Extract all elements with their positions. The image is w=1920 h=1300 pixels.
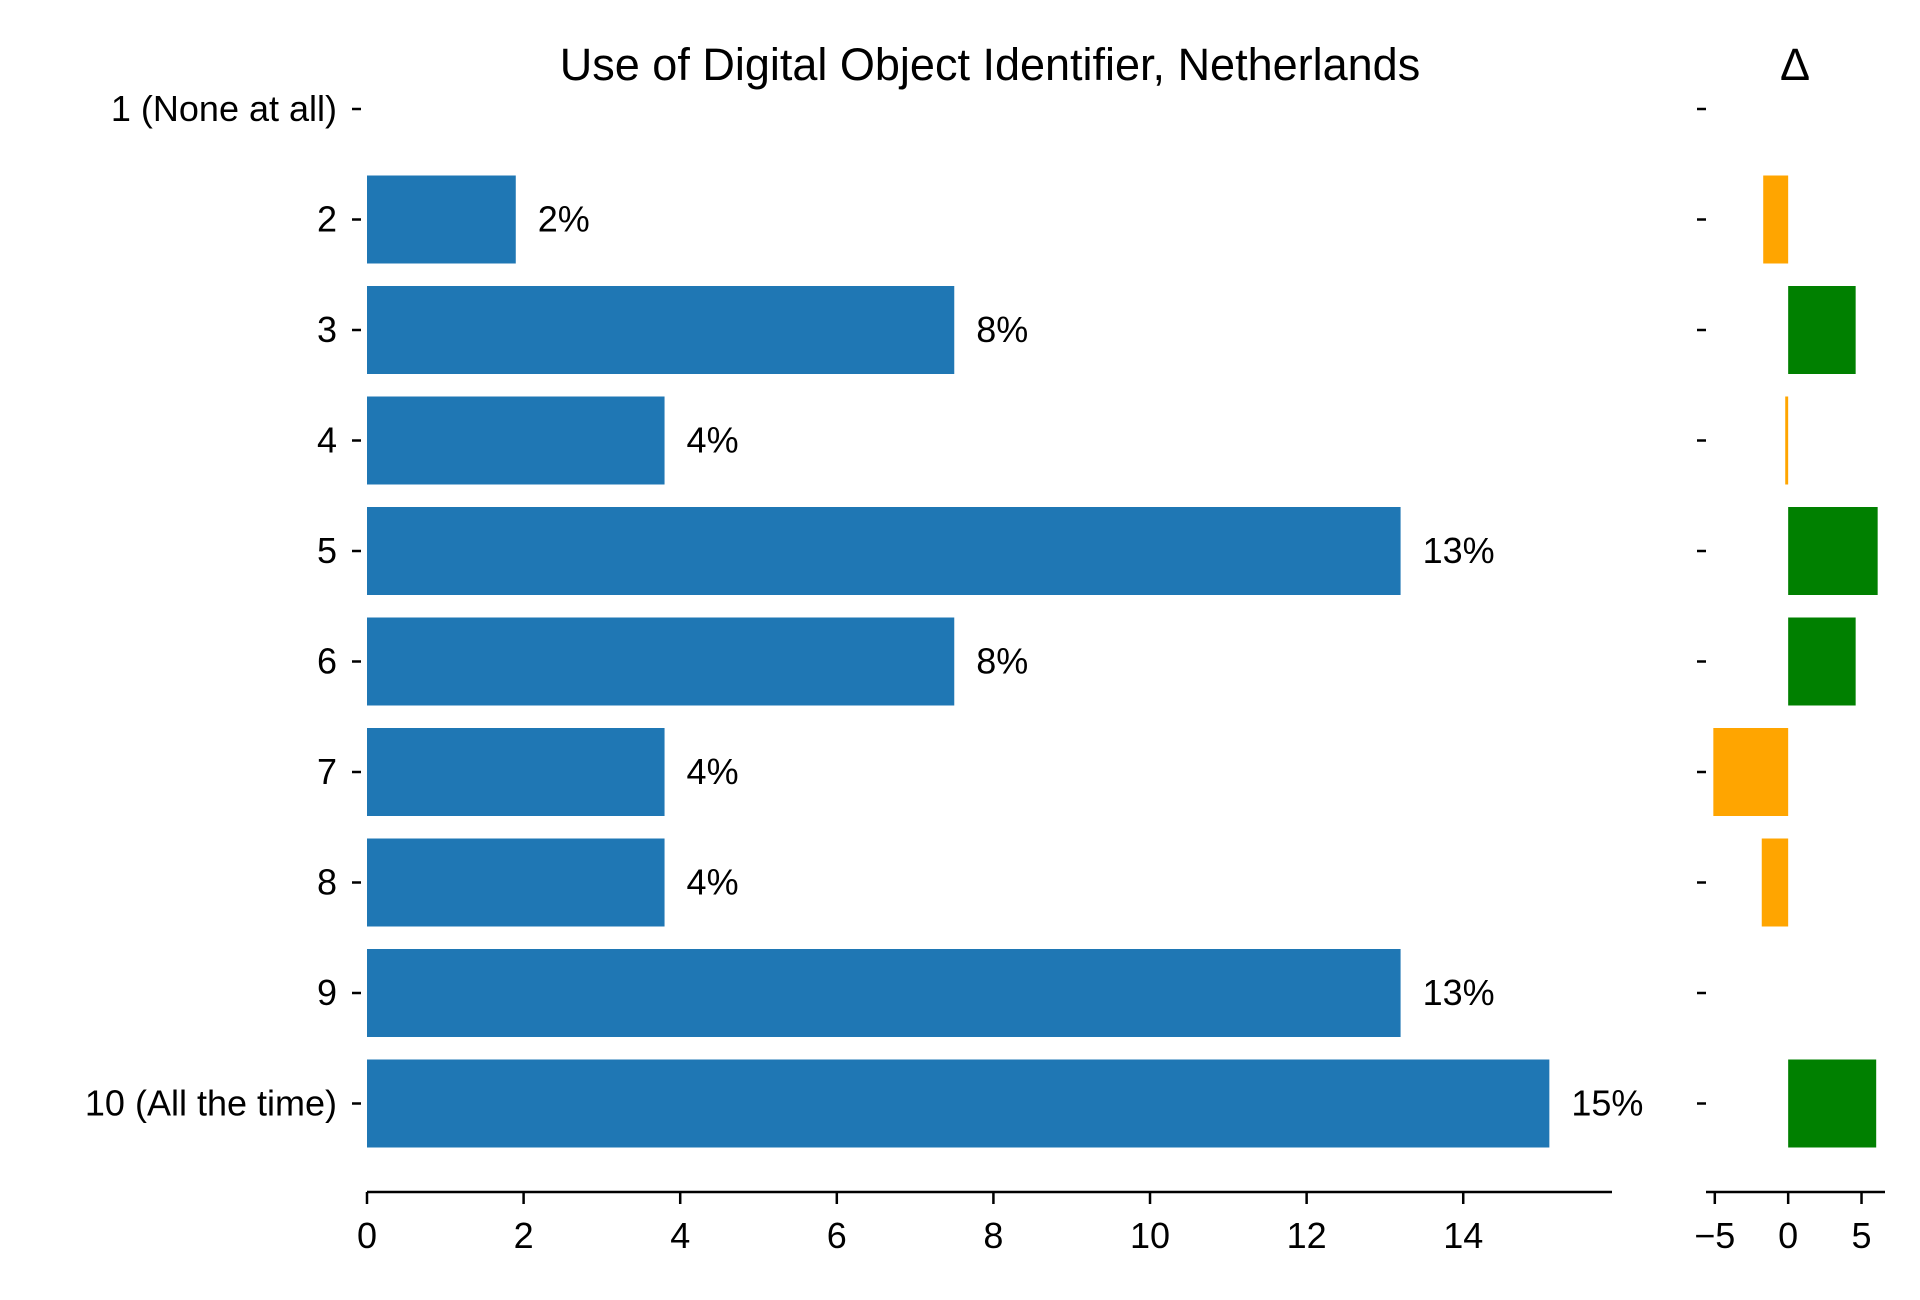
delta-bars [1713,175,1878,1148]
x-tick-label: 8 [983,1215,1003,1256]
bar-value-label: 4% [687,751,739,792]
y-tick-label: 1 (None at all) [111,88,337,129]
bar-value-label: 4% [687,420,739,461]
y-tick-label: 10 (All the time) [85,1083,337,1124]
bar-value-label: 4% [687,862,739,903]
bar [367,728,665,816]
bar [367,949,1401,1037]
x-tick-label: 0 [357,1215,377,1256]
x-tick-label: 4 [670,1215,690,1256]
y-tick-label: 5 [317,530,337,571]
y-tick-label: 2 [317,199,337,240]
x-axis: 0 2 4 6 8 10 12 14 [357,1190,1612,1256]
x-tick-label: 10 [1130,1215,1170,1256]
main-panel: Use of Digital Object Identifier, Nether… [85,39,1644,1256]
bar [367,838,665,927]
y-tick-label: 9 [317,972,337,1013]
bar [367,286,955,374]
delta-title: Δ [1780,39,1810,90]
delta-bar [1785,396,1789,485]
delta-x-tick-label: 5 [1852,1215,1872,1256]
delta-x-tick-label: 0 [1778,1215,1798,1256]
bar [367,1059,1550,1148]
delta-bar [1788,617,1856,706]
y-tick-label: 4 [317,420,337,461]
bar [367,617,955,706]
delta-bar [1761,838,1789,927]
y-tick-label: 7 [317,751,337,792]
x-tick-label: 6 [827,1215,847,1256]
x-tick-label: 2 [514,1215,534,1256]
x-tick-label: 12 [1287,1215,1327,1256]
delta-bar [1788,286,1856,374]
bar [367,507,1401,595]
delta-bar [1788,507,1878,595]
delta-panel: Δ −5 0 5 [1694,39,1885,1256]
bar-value-label: 15% [1571,1083,1643,1124]
delta-x-tick-label: −5 [1694,1215,1735,1256]
bar-value-label: 8% [976,309,1028,350]
delta-bar [1763,175,1789,264]
bar-value-label: 13% [1423,972,1495,1013]
delta-bar [1713,728,1789,816]
y-tick-label: 8 [317,862,337,903]
delta-y-axis [1697,107,1706,1105]
bar [367,396,665,485]
bar-value-label: 13% [1423,530,1495,571]
delta-bar [1788,1059,1877,1148]
delta-x-axis: −5 0 5 [1694,1190,1885,1256]
bar-value-label: 8% [976,641,1028,682]
bar-value-label: 2% [538,199,590,240]
y-tick-label: 6 [317,641,337,682]
bar [367,175,516,264]
main-bars [367,175,1550,1148]
y-tick-label: 3 [317,309,337,350]
y-axis: 1 (None at all) 2 3 4 5 6 7 8 9 10 (All the time) [85,88,361,1124]
x-tick-label: 14 [1443,1215,1483,1256]
chart-title: Use of Digital Object Identifier, Nether… [560,39,1420,90]
value-labels: 2% 8% 4% 13% 8% 4% 4% 13% 15% [538,199,1644,1124]
